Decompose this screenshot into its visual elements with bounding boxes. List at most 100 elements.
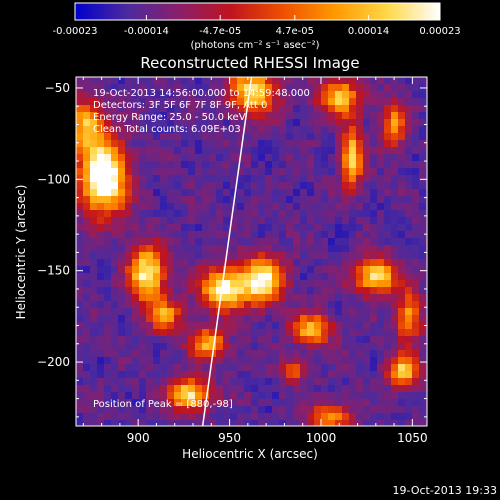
heatmap-cell: [300, 196, 308, 204]
heatmap-cell: [384, 357, 392, 365]
heatmap-cell: [118, 343, 126, 351]
heatmap-cell: [132, 175, 140, 183]
heatmap-cell: [76, 399, 84, 407]
heatmap-cell: [251, 91, 259, 99]
heatmap-cell: [349, 112, 357, 120]
heatmap-cell: [202, 168, 210, 176]
heatmap-cell: [90, 98, 98, 106]
heatmap-cell: [174, 329, 182, 337]
heatmap-cell: [146, 77, 154, 85]
heatmap-cell: [377, 343, 385, 351]
heatmap-cell: [286, 245, 294, 253]
heatmap-cell: [293, 133, 301, 141]
heatmap-cell: [111, 217, 119, 225]
heatmap-cell: [244, 329, 252, 337]
heatmap-cell: [342, 371, 350, 379]
heatmap-cell: [398, 280, 406, 288]
heatmap-cell: [370, 154, 378, 162]
heatmap-cell: [328, 287, 336, 295]
heatmap-cell: [244, 168, 252, 176]
heatmap-cell: [223, 168, 231, 176]
heatmap-cell: [328, 315, 336, 323]
heatmap-cell: [139, 266, 147, 274]
heatmap-cell: [321, 217, 329, 225]
heatmap-cell: [195, 245, 203, 253]
heatmap-cell: [328, 161, 336, 169]
heatmap-cell: [97, 301, 105, 309]
heatmap-cell: [328, 252, 336, 260]
heatmap-cell: [83, 357, 91, 365]
heatmap-cell: [405, 294, 413, 302]
heatmap-cell: [111, 364, 119, 372]
heatmap-cell: [328, 322, 336, 330]
heatmap-cell: [118, 175, 126, 183]
heatmap-cell: [293, 119, 301, 127]
heatmap-cell: [300, 217, 308, 225]
heatmap-cell: [209, 343, 217, 351]
heatmap-cell: [321, 287, 329, 295]
heatmap-cell: [202, 203, 210, 211]
heatmap-cell: [314, 329, 322, 337]
heatmap-cell: [167, 329, 175, 337]
heatmap-cell: [335, 224, 343, 232]
heatmap-cell: [342, 266, 350, 274]
heatmap-cell: [153, 119, 161, 127]
heatmap-cell: [272, 364, 280, 372]
heatmap-cell: [384, 371, 392, 379]
heatmap-cell: [405, 196, 413, 204]
heatmap-cell: [377, 210, 385, 218]
heatmap-cell: [405, 336, 413, 344]
heatmap-cell: [76, 105, 84, 113]
heatmap-cell: [146, 343, 154, 351]
heatmap-cell: [405, 210, 413, 218]
heatmap-cell: [251, 273, 259, 281]
heatmap-cell: [272, 252, 280, 260]
heatmap-cell: [188, 154, 196, 162]
heatmap-cell: [328, 140, 336, 148]
heatmap-cell: [419, 308, 427, 316]
heatmap-cell: [188, 364, 196, 372]
heatmap-cell: [279, 378, 287, 386]
heatmap-cell: [314, 259, 322, 267]
heatmap-cell: [195, 175, 203, 183]
heatmap-cell: [363, 84, 371, 92]
heatmap-cell: [307, 147, 315, 155]
heatmap-cell: [405, 161, 413, 169]
heatmap-cell: [146, 287, 154, 295]
heatmap-cell: [286, 378, 294, 386]
heatmap-cell: [272, 77, 280, 85]
heatmap-cell: [335, 84, 343, 92]
heatmap-cell: [97, 140, 105, 148]
heatmap-cell: [83, 392, 91, 400]
heatmap-cell: [335, 385, 343, 393]
heatmap-cell: [153, 231, 161, 239]
heatmap-cell: [83, 161, 91, 169]
heatmap-cell: [300, 252, 308, 260]
heatmap-cell: [398, 91, 406, 99]
heatmap-cell: [377, 406, 385, 414]
heatmap-cell: [195, 364, 203, 372]
heatmap-cell: [349, 385, 357, 393]
heatmap-cell: [139, 280, 147, 288]
heatmap-cell: [286, 273, 294, 281]
heatmap-cell: [237, 329, 245, 337]
heatmap-cell: [125, 119, 133, 127]
heatmap-cell: [202, 126, 210, 134]
heatmap-cell: [146, 112, 154, 120]
heatmap-cell: [272, 245, 280, 253]
heatmap-cell: [342, 196, 350, 204]
heatmap-cell: [384, 287, 392, 295]
heatmap-cell: [335, 413, 343, 421]
heatmap-cell: [258, 315, 266, 323]
heatmap-cell: [314, 322, 322, 330]
heatmap-cell: [83, 322, 91, 330]
heatmap-cell: [83, 98, 91, 106]
heatmap-cell: [146, 294, 154, 302]
heatmap-cell: [153, 217, 161, 225]
heatmap-cell: [412, 238, 420, 246]
heatmap-cell: [209, 147, 217, 155]
heatmap-cell: [209, 231, 217, 239]
heatmap-cell: [398, 238, 406, 246]
heatmap-cell: [174, 161, 182, 169]
heatmap-cell: [265, 112, 273, 120]
